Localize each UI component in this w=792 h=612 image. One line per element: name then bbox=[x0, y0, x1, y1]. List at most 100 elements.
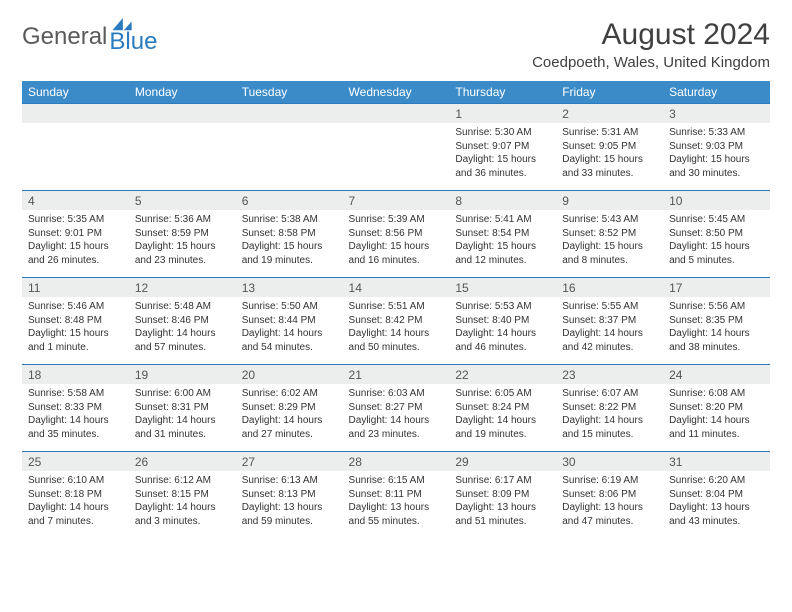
day-number: 23 bbox=[556, 365, 663, 385]
sunset-text: Sunset: 8:56 PM bbox=[349, 227, 444, 241]
weekday-header: Saturday bbox=[663, 81, 770, 104]
day-cell: Sunrise: 6:10 AMSunset: 8:18 PMDaylight:… bbox=[22, 471, 129, 538]
sunset-text: Sunset: 8:54 PM bbox=[455, 227, 550, 241]
sunset-text: Sunset: 9:05 PM bbox=[562, 140, 657, 154]
day-number: 17 bbox=[663, 278, 770, 298]
day-number: 29 bbox=[449, 452, 556, 472]
daylight-text: Daylight: 14 hours and 23 minutes. bbox=[349, 414, 444, 441]
sunrise-text: Sunrise: 6:08 AM bbox=[669, 387, 764, 401]
sunrise-text: Sunrise: 6:05 AM bbox=[455, 387, 550, 401]
sunset-text: Sunset: 8:06 PM bbox=[562, 488, 657, 502]
sunrise-text: Sunrise: 6:07 AM bbox=[562, 387, 657, 401]
sunrise-text: Sunrise: 5:41 AM bbox=[455, 213, 550, 227]
day-cell: Sunrise: 5:45 AMSunset: 8:50 PMDaylight:… bbox=[663, 210, 770, 278]
content-row: Sunrise: 6:10 AMSunset: 8:18 PMDaylight:… bbox=[22, 471, 770, 538]
content-row: Sunrise: 5:46 AMSunset: 8:48 PMDaylight:… bbox=[22, 297, 770, 365]
day-number: 22 bbox=[449, 365, 556, 385]
day-cell: Sunrise: 5:30 AMSunset: 9:07 PMDaylight:… bbox=[449, 123, 556, 191]
daylight-text: Daylight: 15 hours and 12 minutes. bbox=[455, 240, 550, 267]
weekday-header: Wednesday bbox=[343, 81, 450, 104]
daylight-text: Daylight: 15 hours and 26 minutes. bbox=[28, 240, 123, 267]
day-number: 21 bbox=[343, 365, 450, 385]
day-number: 25 bbox=[22, 452, 129, 472]
daylight-text: Daylight: 14 hours and 19 minutes. bbox=[455, 414, 550, 441]
day-cell: Sunrise: 6:13 AMSunset: 8:13 PMDaylight:… bbox=[236, 471, 343, 538]
sunrise-text: Sunrise: 6:19 AM bbox=[562, 474, 657, 488]
daylight-text: Daylight: 14 hours and 38 minutes. bbox=[669, 327, 764, 354]
day-number: 6 bbox=[236, 191, 343, 211]
day-cell bbox=[22, 123, 129, 191]
day-number: 27 bbox=[236, 452, 343, 472]
daylight-text: Daylight: 14 hours and 3 minutes. bbox=[135, 501, 230, 528]
daylight-text: Daylight: 14 hours and 50 minutes. bbox=[349, 327, 444, 354]
daylight-text: Daylight: 15 hours and 16 minutes. bbox=[349, 240, 444, 267]
daylight-text: Daylight: 14 hours and 31 minutes. bbox=[135, 414, 230, 441]
day-number: 30 bbox=[556, 452, 663, 472]
weekday-header: Thursday bbox=[449, 81, 556, 104]
daylight-text: Daylight: 14 hours and 42 minutes. bbox=[562, 327, 657, 354]
sunrise-text: Sunrise: 6:03 AM bbox=[349, 387, 444, 401]
day-cell: Sunrise: 5:35 AMSunset: 9:01 PMDaylight:… bbox=[22, 210, 129, 278]
weekday-header-row: SundayMondayTuesdayWednesdayThursdayFrid… bbox=[22, 81, 770, 104]
day-cell: Sunrise: 5:43 AMSunset: 8:52 PMDaylight:… bbox=[556, 210, 663, 278]
sunset-text: Sunset: 9:01 PM bbox=[28, 227, 123, 241]
weekday-header: Tuesday bbox=[236, 81, 343, 104]
day-cell bbox=[343, 123, 450, 191]
day-number: 13 bbox=[236, 278, 343, 298]
sunset-text: Sunset: 8:35 PM bbox=[669, 314, 764, 328]
sunset-text: Sunset: 8:52 PM bbox=[562, 227, 657, 241]
day-number: 14 bbox=[343, 278, 450, 298]
daylight-text: Daylight: 14 hours and 11 minutes. bbox=[669, 414, 764, 441]
sunrise-text: Sunrise: 5:51 AM bbox=[349, 300, 444, 314]
day-cell: Sunrise: 6:00 AMSunset: 8:31 PMDaylight:… bbox=[129, 384, 236, 452]
brand-part1: General bbox=[22, 23, 107, 51]
day-cell bbox=[129, 123, 236, 191]
daynum-row: 25262728293031 bbox=[22, 452, 770, 472]
daylight-text: Daylight: 15 hours and 1 minute. bbox=[28, 327, 123, 354]
day-cell: Sunrise: 5:46 AMSunset: 8:48 PMDaylight:… bbox=[22, 297, 129, 365]
day-cell: Sunrise: 5:33 AMSunset: 9:03 PMDaylight:… bbox=[663, 123, 770, 191]
weekday-header: Monday bbox=[129, 81, 236, 104]
day-cell: Sunrise: 5:51 AMSunset: 8:42 PMDaylight:… bbox=[343, 297, 450, 365]
day-cell: Sunrise: 5:53 AMSunset: 8:40 PMDaylight:… bbox=[449, 297, 556, 365]
day-cell: Sunrise: 5:55 AMSunset: 8:37 PMDaylight:… bbox=[556, 297, 663, 365]
sunrise-text: Sunrise: 6:02 AM bbox=[242, 387, 337, 401]
content-row: Sunrise: 5:35 AMSunset: 9:01 PMDaylight:… bbox=[22, 210, 770, 278]
sunset-text: Sunset: 8:59 PM bbox=[135, 227, 230, 241]
sunrise-text: Sunrise: 5:55 AM bbox=[562, 300, 657, 314]
sunset-text: Sunset: 8:44 PM bbox=[242, 314, 337, 328]
day-number bbox=[129, 104, 236, 124]
day-number: 19 bbox=[129, 365, 236, 385]
calendar-table: SundayMondayTuesdayWednesdayThursdayFrid… bbox=[22, 81, 770, 538]
daylight-text: Daylight: 15 hours and 36 minutes. bbox=[455, 153, 550, 180]
daynum-row: 11121314151617 bbox=[22, 278, 770, 298]
daylight-text: Daylight: 14 hours and 35 minutes. bbox=[28, 414, 123, 441]
page-header: GeneralBlue August 2024 Coedpoeth, Wales… bbox=[22, 18, 770, 71]
day-number: 24 bbox=[663, 365, 770, 385]
weekday-header: Friday bbox=[556, 81, 663, 104]
sunrise-text: Sunrise: 5:33 AM bbox=[669, 126, 764, 140]
daylight-text: Daylight: 15 hours and 5 minutes. bbox=[669, 240, 764, 267]
daylight-text: Daylight: 15 hours and 8 minutes. bbox=[562, 240, 657, 267]
sunset-text: Sunset: 8:18 PM bbox=[28, 488, 123, 502]
day-cell: Sunrise: 6:03 AMSunset: 8:27 PMDaylight:… bbox=[343, 384, 450, 452]
sunset-text: Sunset: 8:42 PM bbox=[349, 314, 444, 328]
day-cell: Sunrise: 5:58 AMSunset: 8:33 PMDaylight:… bbox=[22, 384, 129, 452]
sunrise-text: Sunrise: 5:45 AM bbox=[669, 213, 764, 227]
sunset-text: Sunset: 8:46 PM bbox=[135, 314, 230, 328]
day-number: 26 bbox=[129, 452, 236, 472]
daylight-text: Daylight: 15 hours and 30 minutes. bbox=[669, 153, 764, 180]
daylight-text: Daylight: 13 hours and 59 minutes. bbox=[242, 501, 337, 528]
sunrise-text: Sunrise: 5:38 AM bbox=[242, 213, 337, 227]
title-block: August 2024 Coedpoeth, Wales, United Kin… bbox=[532, 18, 770, 71]
sunset-text: Sunset: 8:50 PM bbox=[669, 227, 764, 241]
day-cell: Sunrise: 6:08 AMSunset: 8:20 PMDaylight:… bbox=[663, 384, 770, 452]
sunset-text: Sunset: 8:27 PM bbox=[349, 401, 444, 415]
sunset-text: Sunset: 9:03 PM bbox=[669, 140, 764, 154]
sunset-text: Sunset: 8:31 PM bbox=[135, 401, 230, 415]
day-cell: Sunrise: 5:56 AMSunset: 8:35 PMDaylight:… bbox=[663, 297, 770, 365]
daylight-text: Daylight: 14 hours and 57 minutes. bbox=[135, 327, 230, 354]
sunset-text: Sunset: 8:33 PM bbox=[28, 401, 123, 415]
brand-logo: GeneralBlue bbox=[22, 18, 157, 56]
daynum-row: 18192021222324 bbox=[22, 365, 770, 385]
